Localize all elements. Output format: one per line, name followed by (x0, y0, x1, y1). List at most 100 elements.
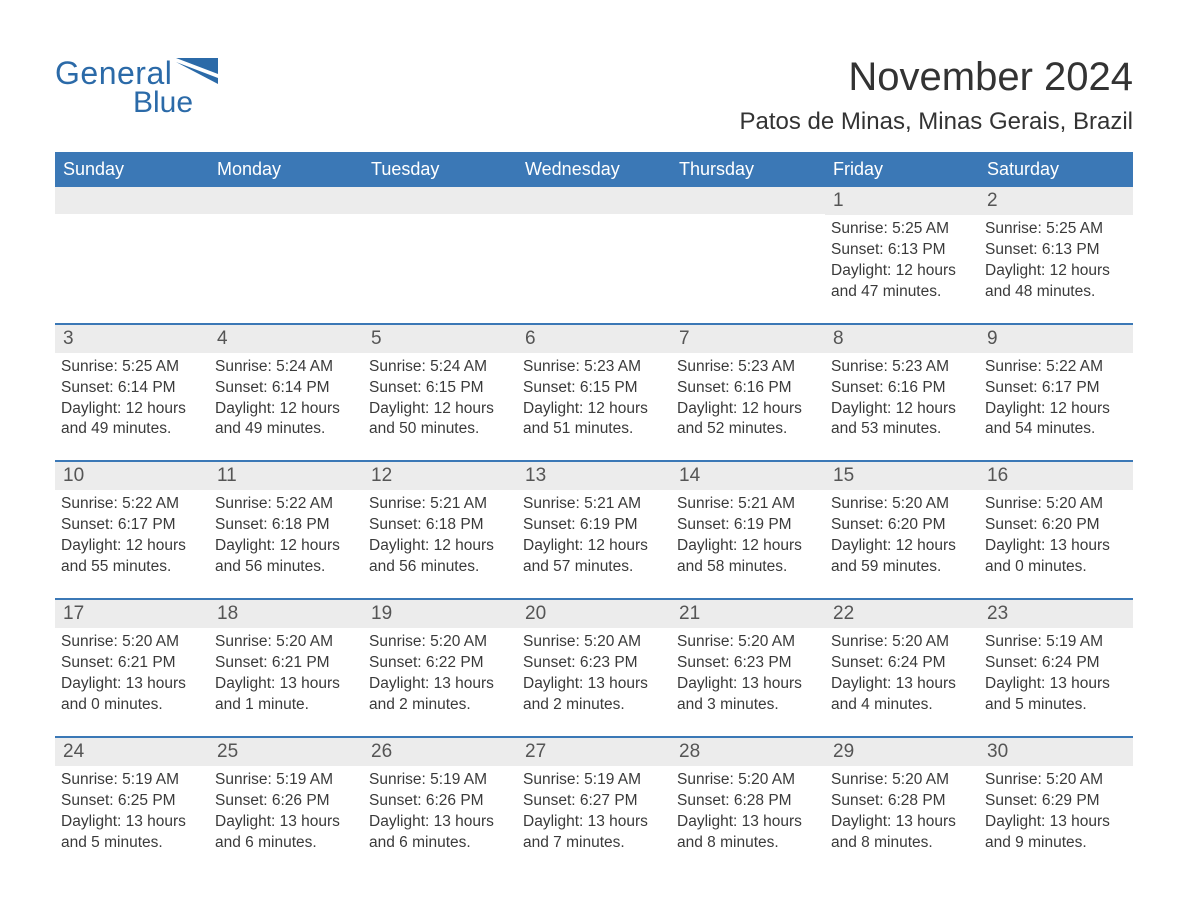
day-details: Sunrise: 5:20 AMSunset: 6:21 PMDaylight:… (61, 632, 203, 716)
day-details: Sunrise: 5:20 AMSunset: 6:20 PMDaylight:… (831, 494, 973, 578)
day-details: Sunrise: 5:19 AMSunset: 6:24 PMDaylight:… (985, 632, 1127, 716)
logo-flag-icon (176, 58, 218, 89)
day-details: Sunrise: 5:20 AMSunset: 6:23 PMDaylight:… (523, 632, 665, 716)
daylight-line: Daylight: 12 hours and 49 minutes. (215, 399, 357, 441)
day-details: Sunrise: 5:25 AMSunset: 6:13 PMDaylight:… (831, 219, 973, 303)
sunset-line: Sunset: 6:18 PM (215, 515, 357, 536)
day-number: 2 (979, 187, 1133, 215)
calendar-day-cell: 5 Sunrise: 5:24 AMSunset: 6:15 PMDaylight… (363, 325, 517, 447)
weekday-heading: Tuesday (363, 152, 517, 187)
calendar-day-cell (517, 187, 671, 309)
calendar-day-cell (671, 187, 825, 309)
day-details: Sunrise: 5:22 AMSunset: 6:18 PMDaylight:… (215, 494, 357, 578)
sunset-line: Sunset: 6:17 PM (985, 378, 1127, 399)
calendar-day-cell (55, 187, 209, 309)
calendar-day-cell: 17Sunrise: 5:20 AMSunset: 6:21 PMDayligh… (55, 600, 209, 722)
daylight-line: Daylight: 12 hours and 56 minutes. (369, 536, 511, 578)
title-block: November 2024 Patos de Minas, Minas Gera… (740, 55, 1133, 146)
calendar-week-row: 3Sunrise: 5:25 AMSunset: 6:14 PMDaylight… (55, 323, 1133, 447)
calendar-day-cell: 13 Sunrise: 5:21 AMSunset: 6:19 PMDayligh… (517, 462, 671, 584)
day-number: 24 (55, 738, 209, 766)
calendar-day-cell: 20 Sunrise: 5:20 AMSunset: 6:23 PMDayligh… (517, 600, 671, 722)
sunrise-line: Sunrise: 5:20 AM (831, 494, 973, 515)
daylight-line: Daylight: 12 hours and 53 minutes. (831, 399, 973, 441)
day-details: Sunrise: 5:22 AMSunset: 6:17 PMDaylight:… (61, 494, 203, 578)
daylight-line: Daylight: 13 hours and 4 minutes. (831, 674, 973, 716)
calendar-body: 1Sunrise: 5:25 AMSunset: 6:13 PMDaylight… (55, 187, 1133, 859)
sunrise-line: Sunrise: 5:20 AM (831, 770, 973, 791)
daylight-line: Daylight: 13 hours and 2 minutes. (523, 674, 665, 716)
sunset-line: Sunset: 6:15 PM (523, 378, 665, 399)
calendar-day-cell: 16Sunrise: 5:20 AMSunset: 6:20 PMDayligh… (979, 462, 1133, 584)
calendar-day-cell: 22Sunrise: 5:20 AMSunset: 6:24 PMDayligh… (825, 600, 979, 722)
sunrise-line: Sunrise: 5:20 AM (369, 632, 511, 653)
daylight-line: Daylight: 12 hours and 51 minutes. (523, 399, 665, 441)
daylight-line: Daylight: 13 hours and 3 minutes. (677, 674, 819, 716)
day-number: 6 (517, 325, 671, 353)
weekday-heading: Saturday (979, 152, 1133, 187)
calendar-day-cell: 6Sunrise: 5:23 AMSunset: 6:15 PMDaylight… (517, 325, 671, 447)
weekday-heading: Friday (825, 152, 979, 187)
sunrise-line: Sunrise: 5:19 AM (369, 770, 511, 791)
day-details: Sunrise: 5:25 AMSunset: 6:13 PMDaylight:… (985, 219, 1127, 303)
sunrise-line: Sunrise: 5:20 AM (985, 770, 1127, 791)
daylight-line: Daylight: 12 hours and 55 minutes. (61, 536, 203, 578)
sunset-line: Sunset: 6:14 PM (215, 378, 357, 399)
sunset-line: Sunset: 6:19 PM (677, 515, 819, 536)
daylight-line: Daylight: 13 hours and 1 minute. (215, 674, 357, 716)
weekday-heading: Monday (209, 152, 363, 187)
sunrise-line: Sunrise: 5:22 AM (215, 494, 357, 515)
sunrise-line: Sunrise: 5:25 AM (61, 357, 203, 378)
calendar-day-cell: 7Sunrise: 5:23 AMSunset: 6:16 PMDaylight… (671, 325, 825, 447)
sunset-line: Sunset: 6:15 PM (369, 378, 511, 399)
sunrise-line: Sunrise: 5:20 AM (985, 494, 1127, 515)
day-number: 3 (55, 325, 209, 353)
sunrise-line: Sunrise: 5:20 AM (831, 632, 973, 653)
day-number: 15 (825, 462, 979, 490)
calendar-day-cell: 24 Sunrise: 5:19 AMSunset: 6:25 PMDayligh… (55, 738, 209, 860)
calendar-day-cell: 8Sunrise: 5:23 AMSunset: 6:16 PMDaylight… (825, 325, 979, 447)
day-details: Sunrise: 5:20 AMSunset: 6:29 PMDaylight:… (985, 770, 1127, 854)
day-number (671, 187, 825, 214)
day-number: 28 (671, 738, 825, 766)
sunset-line: Sunset: 6:23 PM (677, 653, 819, 674)
sunset-line: Sunset: 6:16 PM (831, 378, 973, 399)
daylight-line: Daylight: 12 hours and 52 minutes. (677, 399, 819, 441)
daylight-line: Daylight: 13 hours and 9 minutes. (985, 812, 1127, 854)
sunrise-line: Sunrise: 5:20 AM (677, 770, 819, 791)
day-details: Sunrise: 5:19 AMSunset: 6:25 PMDaylight:… (61, 770, 203, 854)
daylight-line: Daylight: 12 hours and 48 minutes. (985, 261, 1127, 303)
day-number: 21 (671, 600, 825, 628)
day-number: 26 (363, 738, 517, 766)
calendar-day-cell: 23Sunrise: 5:19 AMSunset: 6:24 PMDayligh… (979, 600, 1133, 722)
calendar-day-cell: 4Sunrise: 5:24 AMSunset: 6:14 PMDaylight… (209, 325, 363, 447)
sunset-line: Sunset: 6:25 PM (61, 791, 203, 812)
daylight-line: Daylight: 13 hours and 5 minutes. (985, 674, 1127, 716)
day-details: Sunrise: 5:21 AMSunset: 6:19 PMDaylight:… (523, 494, 665, 578)
sunrise-line: Sunrise: 5:20 AM (215, 632, 357, 653)
day-number: 5 (363, 325, 517, 353)
daylight-line: Daylight: 12 hours and 59 minutes. (831, 536, 973, 578)
day-details: Sunrise: 5:19 AMSunset: 6:26 PMDaylight:… (215, 770, 357, 854)
sunrise-line: Sunrise: 5:21 AM (369, 494, 511, 515)
calendar-week-row: 1Sunrise: 5:25 AMSunset: 6:13 PMDaylight… (55, 187, 1133, 309)
logo-word-blue: Blue (133, 86, 193, 120)
sunset-line: Sunset: 6:21 PM (61, 653, 203, 674)
sunset-line: Sunset: 6:16 PM (677, 378, 819, 399)
day-details: Sunrise: 5:24 AMSunset: 6:15 PMDaylight:… (369, 357, 511, 441)
calendar-day-cell: 19Sunrise: 5:20 AMSunset: 6:22 PMDayligh… (363, 600, 517, 722)
day-number: 20 (517, 600, 671, 628)
calendar-day-cell: 11Sunrise: 5:22 AMSunset: 6:18 PMDayligh… (209, 462, 363, 584)
day-number: 13 (517, 462, 671, 490)
sunrise-line: Sunrise: 5:20 AM (677, 632, 819, 653)
day-number: 22 (825, 600, 979, 628)
calendar-weekday-header: Sunday Monday Tuesday Wednesday Thursday… (55, 152, 1133, 187)
day-number: 18 (209, 600, 363, 628)
sunset-line: Sunset: 6:20 PM (985, 515, 1127, 536)
day-number: 14 (671, 462, 825, 490)
sunset-line: Sunset: 6:29 PM (985, 791, 1127, 812)
day-details: Sunrise: 5:25 AMSunset: 6:14 PMDaylight:… (61, 357, 203, 441)
calendar-day-cell: 28Sunrise: 5:20 AMSunset: 6:28 PMDayligh… (671, 738, 825, 860)
daylight-line: Daylight: 12 hours and 47 minutes. (831, 261, 973, 303)
sunrise-line: Sunrise: 5:20 AM (523, 632, 665, 653)
